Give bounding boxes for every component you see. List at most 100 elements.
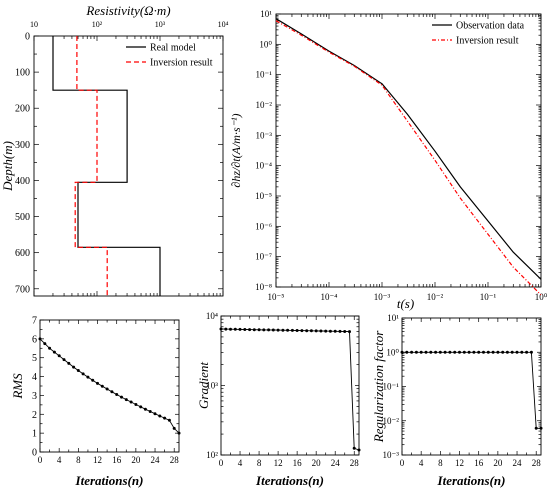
data-point [67, 361, 71, 365]
series-inversion-result [275, 20, 542, 296]
y-tick-label: 10⁻³ [383, 450, 400, 460]
x-tick-label: 28 [170, 455, 180, 465]
y-tick-label: 10¹ [387, 313, 399, 323]
data-point [305, 329, 309, 333]
x-tick-label: 20 [131, 455, 141, 465]
data-point [328, 329, 332, 333]
data-point [252, 328, 256, 332]
y-tick-label: 5 [32, 353, 37, 364]
x-tick-label: 4 [238, 458, 243, 468]
data-point [110, 390, 114, 394]
x-tick-label: 10⁻¹ [480, 292, 497, 302]
x-tick-label: 10⁻³ [374, 292, 391, 302]
x-tick-label: 24 [151, 455, 161, 465]
y-tick-label: 10⁻¹ [256, 70, 273, 80]
data-point [143, 407, 147, 411]
data-point [96, 381, 99, 385]
gradient-chart: 0 4 8 12 16 20 24 28 10² 10³ 10⁴ Iterations(n) Gradi… [196, 311, 361, 488]
data-point [224, 327, 228, 331]
data-point [510, 350, 514, 354]
x-tick-label: 28 [350, 458, 360, 468]
data-point [529, 350, 533, 354]
resistivity-depth-chart: 10 10² 10³ 10⁴ 0 100 200 300 400 500 600 700 Resisti… [0, 3, 229, 297]
x-tick-label: 16 [293, 458, 303, 468]
x-tick-label: 4 [419, 458, 424, 468]
series-real-model [52, 36, 161, 296]
y-axis-label: RMS [10, 373, 25, 400]
x-tick-label: 0 [219, 458, 224, 468]
data-point [257, 328, 261, 332]
y-tick-label: 10⁻⁶ [255, 221, 272, 231]
y-tick-label: 4 [32, 372, 37, 383]
x-axis-label: Iterations(n) [437, 473, 506, 488]
y-axis-label: Gradient [196, 362, 211, 409]
regularization-factor-chart: 0 4 8 12 16 20 24 28 10⁻³ 10⁻² 10⁻¹ 10⁰ 10¹ Iteration… [371, 313, 543, 488]
y-tick-label: 10⁻² [256, 100, 273, 110]
data-point [219, 327, 223, 331]
x-tick-label: 12 [455, 458, 464, 468]
data-point [290, 328, 294, 332]
data-point [91, 378, 95, 382]
y-tick-label: 10⁴ [206, 311, 218, 321]
y-tick-label: 2 [32, 410, 37, 421]
data-point [62, 358, 66, 362]
data-point [501, 350, 505, 354]
data-point [124, 398, 128, 402]
data-point [319, 329, 323, 333]
y-tick-label: 10⁰ [386, 347, 399, 357]
x-axis-label: Iterations(n) [255, 473, 324, 488]
y-tick-label: 3 [32, 391, 37, 402]
series-inversion-result [74, 36, 108, 296]
resistivity-depth-frame [33, 35, 224, 297]
data-point [115, 393, 119, 396]
y-axis-label: Regularization factor [371, 330, 386, 444]
data-point [129, 400, 133, 404]
data-point [405, 350, 409, 354]
y-tick-label: 10⁻⁷ [255, 252, 272, 262]
data-point [338, 329, 342, 333]
data-point [539, 426, 543, 430]
data-point [462, 350, 466, 354]
y-tick-label: 100 [15, 68, 30, 79]
data-point [120, 395, 123, 399]
data-point [333, 329, 337, 333]
y-axis-label: ∂hz/∂t(A/m·s⁻¹) [229, 113, 243, 187]
data-point [491, 350, 495, 354]
data-point [515, 350, 519, 354]
gradient-chart-frame [220, 315, 360, 456]
x-tick-label: 10⁰ [535, 292, 548, 302]
data-point [424, 350, 428, 354]
data-point [81, 372, 85, 376]
data-point [300, 329, 304, 333]
data-point [271, 328, 275, 332]
y-tick-label: 10⁻² [383, 416, 400, 426]
data-point [139, 405, 143, 409]
y-tick-label: 0 [32, 448, 37, 459]
y-tick-label: 10⁻⁸ [255, 282, 272, 292]
series-observation-data [275, 18, 542, 280]
x-tick-label: 28 [532, 458, 542, 468]
data-point [520, 350, 524, 354]
data-point [158, 414, 162, 418]
data-point [172, 426, 176, 430]
x-tick-label: 24 [331, 458, 341, 468]
y-axis-label: Depth(m) [0, 141, 15, 192]
y-tick-label: 10⁻³ [256, 130, 273, 140]
x-tick-label: 10⁴ [218, 20, 229, 29]
data-point [286, 328, 290, 332]
data-point [167, 418, 171, 422]
data-point [357, 448, 361, 452]
x-tick-label: 0 [38, 455, 43, 465]
data-point [414, 350, 418, 354]
data-point [86, 375, 90, 379]
data-point [43, 342, 47, 346]
x-tick-label: 10⁻⁵ [268, 292, 285, 302]
data-point [233, 327, 237, 331]
y-tick-label: 7 [32, 316, 37, 327]
data-point [309, 329, 313, 333]
x-tick-label: 10³ [155, 20, 166, 29]
data-point [134, 403, 138, 406]
x-axis-label: Iterations(n) [75, 473, 144, 488]
legend-entry: Real model [150, 43, 196, 54]
data-point [72, 365, 76, 369]
